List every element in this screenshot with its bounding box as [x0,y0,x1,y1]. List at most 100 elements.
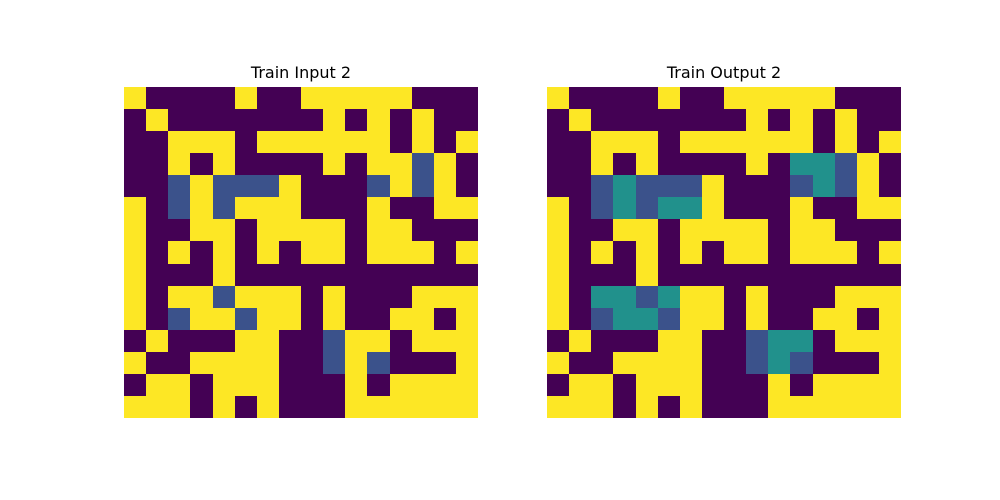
grid-cell [301,285,324,308]
grid-cell [234,329,257,352]
grid-cell [547,131,570,154]
grid-cell [256,285,279,308]
grid-cell [635,263,658,286]
grid-cell [812,109,835,132]
grid-cell [433,307,456,330]
grid-cell [367,285,390,308]
grid-cell [724,175,747,198]
grid-cell [367,241,390,264]
grid-cell [212,197,235,220]
grid-cell [547,109,570,132]
grid-cell [146,109,169,132]
grid-cell [591,263,614,286]
grid-cell [790,197,813,220]
grid-cell [569,241,592,264]
grid-cell [256,395,279,418]
grid-cell [256,307,279,330]
grid-cell [746,241,769,264]
grid-cell [746,87,769,110]
grid-cell [878,197,901,220]
grid-cell [278,87,301,110]
grid-cell [278,153,301,176]
grid-cell [234,175,257,198]
grid-cell [613,241,636,264]
grid-cell [790,87,813,110]
grid-cell [190,153,213,176]
grid-cell [278,373,301,396]
grid-cell [657,197,680,220]
grid-cell [878,263,901,286]
grid-cell [569,219,592,242]
grid-cell [278,351,301,374]
grid-cell [323,197,346,220]
grid-cell [389,285,412,308]
grid-cell [367,329,390,352]
grid-cell [212,285,235,308]
grid-cell [323,87,346,110]
grid-cell [212,175,235,198]
grid-cell [724,131,747,154]
grid-cell [591,109,614,132]
grid-cell [190,307,213,330]
grid-cell [613,175,636,198]
grid-cell [856,263,879,286]
grid-cell [834,351,857,374]
grid-cell [701,351,724,374]
grid-cell [679,351,702,374]
grid-cell [124,219,147,242]
grid-cell [569,263,592,286]
grid-cell [301,109,324,132]
grid-cell [856,395,879,418]
grid-cell [878,329,901,352]
grid-cell [168,197,191,220]
grid-cell [345,307,368,330]
grid-cell [190,285,213,308]
grid-cell [834,241,857,264]
grid-cell [367,175,390,198]
grid-cell [746,395,769,418]
grid-cell [768,263,791,286]
grid-cell [168,153,191,176]
grid-cell [569,197,592,220]
grid-cell [569,285,592,308]
grid-cell [455,87,478,110]
grid-cell [724,263,747,286]
grid-cell [455,329,478,352]
grid-cell [591,395,614,418]
grid-cell [411,395,434,418]
grid-cell [569,373,592,396]
grid-cell [389,241,412,264]
grid-cell [146,175,169,198]
grid-cell [657,241,680,264]
grid-cell [679,175,702,198]
grid-cell [569,351,592,374]
grid-cell [878,307,901,330]
grid-cell [124,197,147,220]
grid-cell [323,131,346,154]
grid-cell [256,329,279,352]
grid-cell [256,373,279,396]
grid-cell [657,373,680,396]
grid-cell [834,285,857,308]
grid-cell [679,109,702,132]
grid-cell [635,241,658,264]
grid-cell [455,219,478,242]
grid-cell [278,263,301,286]
grid-cell [657,131,680,154]
grid-cell [679,263,702,286]
grid-cell [455,109,478,132]
grid-cell [724,351,747,374]
grid-cell [301,373,324,396]
grid-cell [834,219,857,242]
grid-cell [323,219,346,242]
grid-cell [389,197,412,220]
grid-cell [635,219,658,242]
grid-cell [701,285,724,308]
grid-cell [834,109,857,132]
grid-cell [657,219,680,242]
grid-cell [724,373,747,396]
grid-cell [746,197,769,220]
grid-cell [367,395,390,418]
grid-cell [323,285,346,308]
grid-cell [367,197,390,220]
